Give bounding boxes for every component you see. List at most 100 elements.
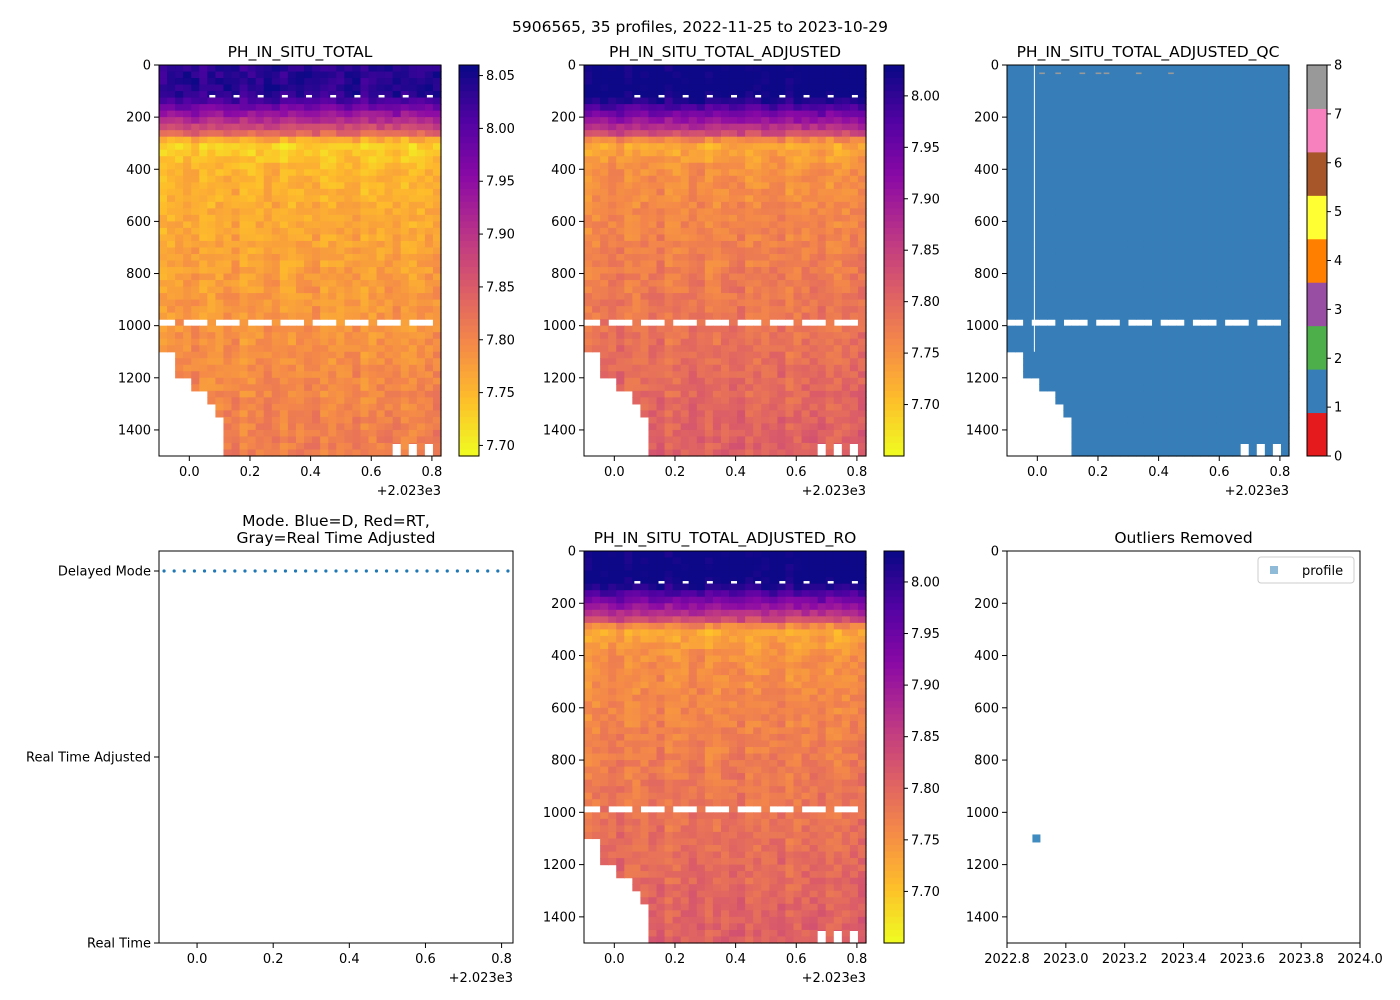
heat-cell <box>753 273 762 281</box>
heat-cell <box>1071 208 1081 216</box>
heat-cell <box>191 325 200 333</box>
colorbar-segment <box>459 351 479 359</box>
heat-cell <box>737 280 746 288</box>
heat-cell <box>1071 97 1081 105</box>
heat-cell <box>857 247 867 255</box>
heat-cell <box>287 299 297 307</box>
heat-cell <box>1103 201 1113 209</box>
heat-cell <box>344 149 353 157</box>
heat-cell <box>295 364 305 372</box>
heat-cell <box>777 371 787 379</box>
heat-cell <box>696 234 706 242</box>
heat-cell <box>1103 104 1113 112</box>
heat-cell <box>1079 214 1089 222</box>
heat-cell <box>1111 65 1121 73</box>
heat-cell <box>761 156 770 164</box>
heat-cell <box>624 312 633 320</box>
heat-cell <box>584 325 593 333</box>
heat-cell <box>376 78 386 86</box>
heat-cell <box>648 117 658 125</box>
heat-cell <box>1071 143 1081 151</box>
heat-cell <box>1119 358 1129 366</box>
heat-cell <box>376 84 386 92</box>
heat-cell <box>825 71 835 79</box>
heat-cell <box>817 162 827 170</box>
heat-cell <box>1095 293 1105 301</box>
heat-cell <box>279 397 289 405</box>
heat-cell <box>287 71 297 79</box>
heat-cell <box>745 416 754 425</box>
heat-cell <box>199 130 208 138</box>
heat-cell <box>664 429 674 438</box>
heat-cell <box>328 149 337 157</box>
heat-cell <box>424 416 434 425</box>
heat-cell <box>1087 221 1097 229</box>
heat-cell <box>376 377 386 385</box>
heat-cell <box>295 267 305 275</box>
heat-cell <box>833 123 843 131</box>
heat-cell <box>352 136 362 144</box>
colorbar-segment <box>459 156 479 164</box>
heat-cell <box>712 117 722 125</box>
heat-cell <box>664 78 674 86</box>
heat-cell <box>271 156 281 164</box>
heat-cell <box>672 91 682 99</box>
heat-cell <box>857 358 867 366</box>
heat-cell <box>817 117 827 125</box>
heat-cell <box>207 227 216 236</box>
colorbar-segment <box>884 182 904 190</box>
heat-cell <box>688 136 698 144</box>
heat-cell <box>664 201 674 209</box>
heat-cell <box>320 429 329 438</box>
heat-cell <box>199 78 208 86</box>
heat-cell <box>833 384 843 392</box>
heat-cell <box>1079 104 1089 112</box>
heat-cell <box>1103 286 1113 294</box>
heat-cell <box>424 175 434 183</box>
heat-cell <box>640 91 650 99</box>
heat-cell <box>769 442 778 451</box>
heat-cell <box>1063 65 1073 73</box>
heat-cell <box>376 410 386 418</box>
heat-cell <box>1047 312 1056 320</box>
heat-cell <box>263 227 273 236</box>
heat-cell <box>817 338 827 346</box>
heat-cell <box>167 221 176 229</box>
heat-cell <box>424 390 434 398</box>
heat-cell <box>841 306 851 314</box>
heat-cell <box>737 325 746 333</box>
heat-cell <box>279 208 289 216</box>
heat-cell <box>328 84 337 92</box>
heat-cell <box>1031 143 1040 151</box>
heat-cell <box>368 253 378 262</box>
colorbar-segment <box>459 267 479 275</box>
heat-cell <box>336 156 345 164</box>
heat-cell <box>1039 117 1048 125</box>
heat-cell <box>207 221 216 229</box>
heat-cell <box>753 384 762 392</box>
heat-cell <box>672 260 682 268</box>
heat-cell <box>432 325 442 333</box>
heat-cell <box>688 247 698 255</box>
heat-cell <box>304 260 313 268</box>
heat-cell <box>624 358 633 366</box>
heat-cell <box>408 299 418 307</box>
heat-cell <box>247 195 257 203</box>
heat-cell <box>632 143 641 151</box>
heat-cell <box>769 377 778 385</box>
heat-cell <box>352 169 362 177</box>
heat-cell <box>191 156 200 164</box>
heat-cell <box>304 403 313 411</box>
colorbar-segment <box>459 136 479 144</box>
heat-cell <box>376 182 386 190</box>
heat-cell <box>584 136 593 144</box>
heat-cell <box>1119 214 1129 222</box>
heat-cell <box>688 345 698 353</box>
heat-cell <box>1119 117 1129 125</box>
heat-cell <box>624 371 633 379</box>
heat-cell <box>223 247 233 255</box>
heat-cell <box>416 247 426 255</box>
heat-cell <box>376 234 386 242</box>
heat-cell <box>1055 234 1064 242</box>
heat-cell <box>1063 97 1073 105</box>
